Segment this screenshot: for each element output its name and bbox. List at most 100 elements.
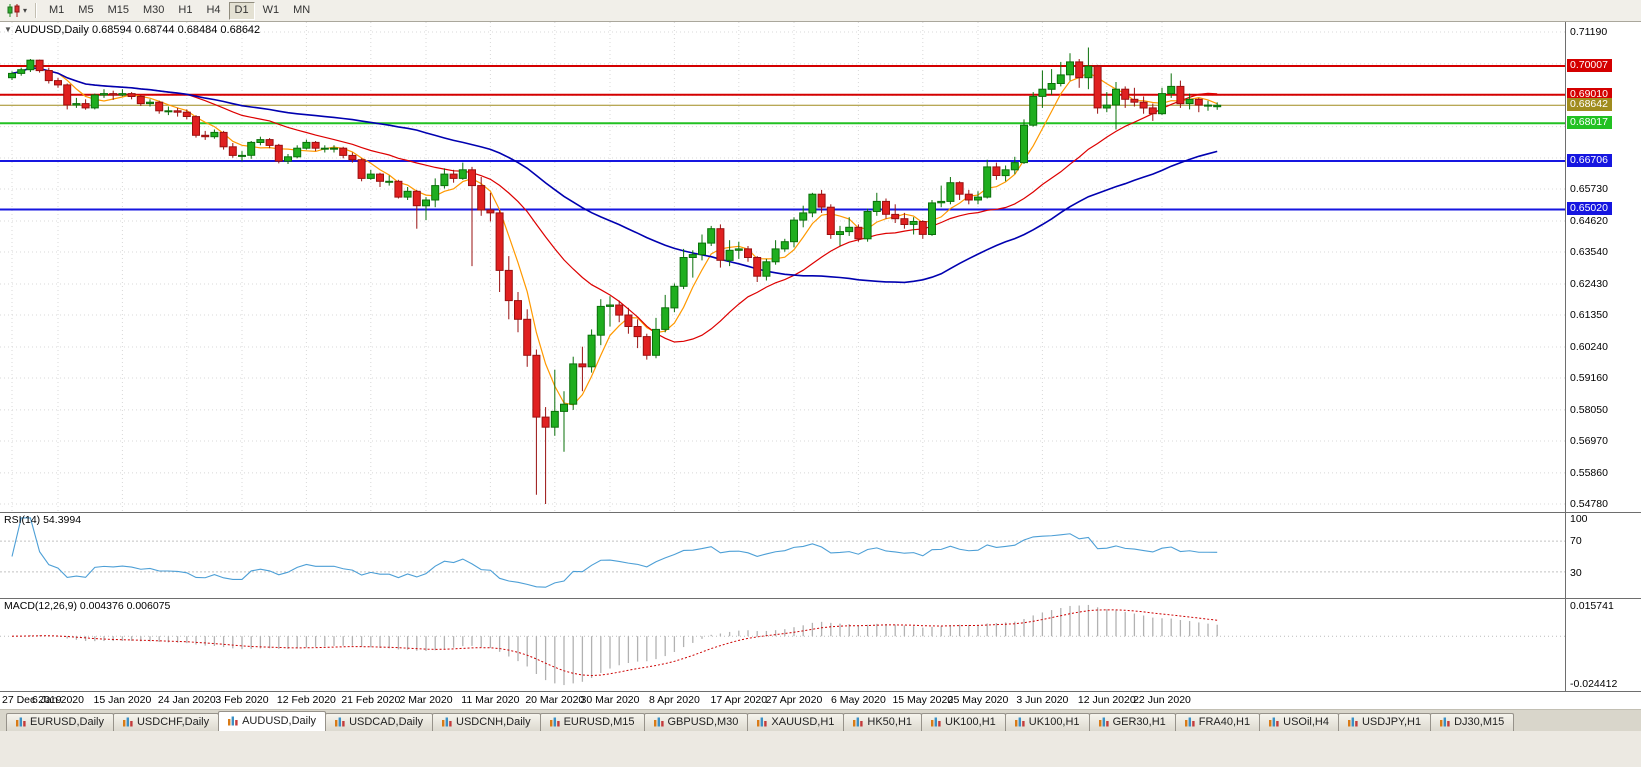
chart-tab-icon [1269,717,1279,727]
chart-tab[interactable]: USOil,H4 [1259,713,1339,731]
chart-tab-label: GER30,H1 [1112,716,1166,728]
chart-tab[interactable]: HK50,H1 [843,713,923,731]
price-axis[interactable]: 0.71190 0.65730 0.64620 0.63540 0.62430 0.613… [1565,22,1641,512]
date-label: 25 May 2020 [947,694,1009,706]
window-bottom-strip [0,731,1641,766]
timeframe-button-h1[interactable]: H1 [178,3,193,16]
macd-chart [0,604,1565,686]
chart-tab-label: EURUSD,M15 [563,716,635,728]
macd-canvas[interactable]: MACD(12,26,9) 0.004376 0.006075 [0,599,1565,691]
hline-price-label: 0.69010 [1567,87,1612,101]
chart-tab-label: UK100,H1 [1028,716,1080,728]
date-label: 6 May 2020 [830,694,886,706]
chart-tab-icon [122,717,133,727]
chart-tab[interactable]: XAUUSD,H1 [747,713,845,731]
chart-tab[interactable]: USDCAD,Daily [325,713,434,731]
rsi-level-label: 70 [1570,535,1582,548]
timeframe-button-h4[interactable]: H4 [206,3,221,16]
price-tick: 0.59160 [1570,372,1608,385]
hline-price-label: 0.65020 [1567,202,1612,216]
chart-tab-label: EURUSD,Daily [30,716,104,728]
chart-type-button[interactable]: ▾ [4,3,30,18]
date-label: 20 Mar 2020 [525,694,585,706]
chart-tab-icon [228,716,238,726]
price-tick: 0.61350 [1570,309,1608,322]
chart-tab-icon [335,717,345,727]
chart-tab-label: DJ30,M15 [1454,716,1505,728]
timeframe-button-m30[interactable]: M30 [142,3,165,16]
chart-tab-label: XAUUSD,H1 [771,716,835,728]
chart-tab[interactable]: AUDUSD,Daily [218,711,327,731]
chart-tab-icon [1098,717,1109,727]
date-axis[interactable]: 27 Dec 2019 6 Jan 2020 15 Jan 2020 24 Jan 2… [0,691,1641,709]
rsi-label: RSI(14) 54.3994 [4,514,82,526]
timeframe-button-m15[interactable]: M15 [107,3,129,16]
rsi-axis[interactable]: 100 70 30 [1565,513,1641,598]
date-label: 22 Jun 2020 [1133,694,1191,706]
macd-scale-min: -0.024412 [1570,678,1618,690]
date-label: 30 Mar 2020 [580,694,640,706]
chart-tab-label: USDJPY,H1 [1361,716,1422,728]
date-label: 8 Apr 2020 [648,694,700,706]
macd-panel: MACD(12,26,9) 0.004376 0.006075 0.015741… [0,598,1641,691]
price-tick: 0.60240 [1570,340,1608,353]
timeframe-button-d1[interactable]: D1 [228,1,255,20]
chart-tab-icon [853,717,863,727]
chart-tab[interactable]: USDJPY,H1 [1337,713,1432,731]
macd-label: MACD(12,26,9) 0.004376 0.006075 [4,600,171,612]
date-label: 12 Feb 2020 [276,694,336,706]
chart-tab[interactable]: FRA40,H1 [1174,713,1261,731]
date-label: 17 Apr 2020 [710,694,768,706]
date-label: 3 Feb 2020 [215,694,269,706]
chart-type-dropdown-icon[interactable]: ▾ [23,5,28,15]
chart-tab[interactable]: USDCNH,Daily [432,713,541,731]
main-chart-canvas[interactable]: ▼ AUDUSD,Daily 0.68594 0.68744 0.68484 0.… [0,22,1565,512]
price-tick: 0.63540 [1570,246,1608,259]
date-label: 2 Mar 2020 [399,694,453,706]
price-tick: 0.58050 [1570,403,1608,416]
timeframe-button-m1[interactable]: M1 [49,3,65,16]
chart-tab-icon [931,717,941,727]
rsi-canvas[interactable]: RSI(14) 54.3994 [0,513,1565,598]
top-toolbar: ▾ M1 M5 M15 M30 H1 H4 D1 W1 MN [0,0,1641,22]
rsi-panel: RSI(14) 54.3994 100 70 30 [0,512,1641,598]
hline-price-label: 0.70007 [1567,59,1612,73]
chart-tab-bar: EURUSD,Daily USDCHF,Daily AUDUSD,Daily [0,709,1641,731]
chart-tab-icon [1440,717,1450,727]
hline-price-label: 0.68017 [1567,116,1612,130]
chart-tab[interactable]: DJ30,M15 [1430,713,1515,731]
chart-tab[interactable]: USDCHF,Daily [112,713,220,731]
chart-tab-icon [442,717,452,727]
symbol-period-label: AUDUSD,Daily [14,24,89,36]
price-tick: 0.64620 [1570,214,1608,227]
current-price-label: 0.68642 [1567,98,1612,112]
chart-tab-label: HK50,H1 [867,716,913,728]
macd-scale-max: 0.015741 [1570,600,1614,612]
chart-tab-icon [757,717,768,727]
rsi-chart [0,517,1565,588]
price-tick: 0.62430 [1570,277,1608,290]
date-label: 3 Jun 2020 [1016,694,1069,706]
chart-tab-icon [653,717,664,727]
timeframe-button-m5[interactable]: M5 [78,3,94,16]
chart-tab-label: USDCAD,Daily [349,716,424,728]
chart-tab-label: AUDUSD,Daily [242,715,317,727]
ohlc-values: 0.68594 0.68744 0.68484 0.68642 [91,24,261,36]
date-label: 11 Mar 2020 [461,694,520,706]
symbol-dropdown-icon[interactable]: ▼ [4,25,12,34]
chart-tab[interactable]: GER30,H1 [1088,713,1176,731]
rsi-level-label: 30 [1570,566,1582,579]
chart-tab[interactable]: EURUSD,Daily [6,713,114,731]
chart-tab-icon [549,717,560,727]
chart-tab[interactable]: EURUSD,M15 [539,713,645,731]
price-tick: 0.54780 [1570,498,1608,510]
chart-tab[interactable]: GBPUSD,M30 [643,713,749,731]
price-tick: 0.71190 [1570,26,1608,38]
chart-tab-label: GBPUSD,M30 [667,716,739,728]
chart-tab[interactable]: UK100,H1 [1004,713,1090,731]
macd-axis[interactable]: 0.015741 -0.024412 [1565,599,1641,691]
timeframe-button-w1[interactable]: W1 [262,3,280,16]
timeframe-button-group: M1 M5 M15 M30 H1 H4 D1 W1 MN [42,1,317,20]
chart-tab[interactable]: UK100,H1 [921,713,1006,731]
timeframe-button-mn[interactable]: MN [293,3,311,16]
